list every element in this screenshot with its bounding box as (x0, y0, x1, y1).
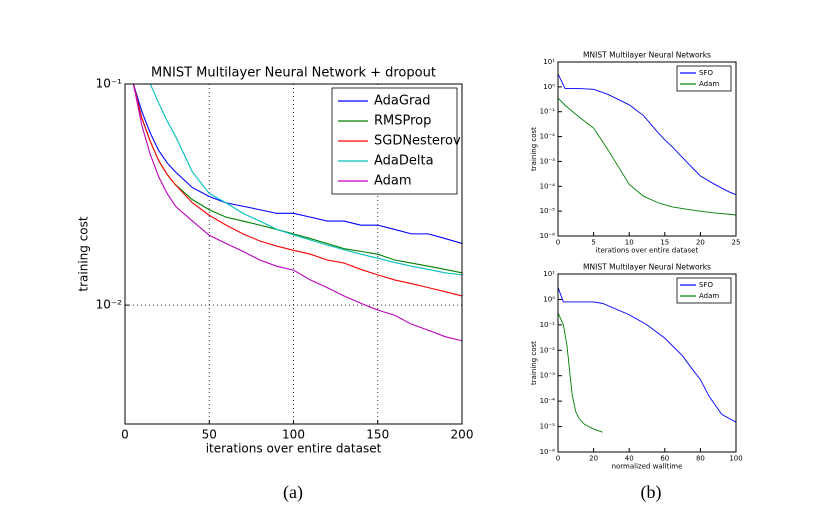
y-tick-label: 10⁻² (540, 346, 556, 354)
x-tick-label: 40 (625, 454, 634, 462)
x-tick-label: 80 (696, 454, 705, 462)
y-tick-label: 10⁻² (540, 133, 556, 141)
x-tick-label: 100 (282, 427, 305, 441)
x-tick-label: 0 (121, 427, 129, 441)
x-tick-label: 20 (589, 454, 598, 462)
y-tick-label: 10⁻¹ (540, 108, 556, 116)
y-tick-label: 10⁻⁵ (540, 423, 556, 431)
y-tick-label: 10⁻¹ (96, 77, 123, 91)
plot-frame (557, 61, 737, 237)
x-tick-label: 20 (696, 238, 705, 246)
y-tick-label: 10⁻⁴ (540, 397, 556, 405)
x-tick-label: 0 (556, 454, 560, 462)
plot-frame (557, 273, 737, 453)
y-tick-label: 10¹ (543, 58, 555, 66)
y-axis-label: training cost (77, 216, 91, 291)
y-tick-label: 10⁻⁶ (540, 448, 556, 456)
series-line (558, 312, 603, 433)
y-tick-label: 10⁻¹ (540, 321, 556, 329)
series-line (132, 84, 462, 342)
legend-box (676, 277, 732, 304)
caption: (b) (641, 482, 662, 503)
legend-label: SFO (699, 69, 713, 77)
y-tick-label: 10⁰ (543, 83, 555, 91)
y-tick-label: 10⁰ (543, 295, 555, 303)
x-tick-label: 200 (451, 427, 474, 441)
y-tick-label: 10⁻² (96, 298, 123, 312)
legend-box (676, 65, 732, 92)
x-axis-label: iterations over entire dataset (206, 442, 382, 456)
y-tick-label: 10¹ (543, 270, 555, 278)
x-tick-label: 5 (591, 238, 595, 246)
series-line (558, 73, 736, 196)
legend-label: AdaDelta (374, 154, 434, 169)
legend-label: SGDNesterov (374, 134, 461, 149)
x-tick-label: 10 (625, 238, 634, 246)
plot-area (558, 274, 736, 452)
y-tick-label: 10⁻³ (540, 157, 556, 165)
y-tick-label: 10⁻⁴ (540, 182, 556, 190)
x-axis-label: iterations over entire dataset (596, 247, 699, 255)
y-tick-label: 10⁻³ (540, 372, 556, 380)
legend-label: RMSProp (374, 114, 431, 129)
y-axis-label: training cost (530, 127, 538, 171)
series-line (149, 84, 462, 276)
series-line (558, 97, 736, 216)
x-tick-label: 60 (660, 454, 669, 462)
x-tick-label: 50 (202, 427, 217, 441)
x-tick-label: 0 (556, 238, 560, 246)
legend-label: Adam (374, 174, 412, 189)
x-axis-label: normalized walltime (612, 463, 683, 471)
x-tick-label: 100 (729, 454, 742, 462)
series-line (132, 84, 462, 297)
x-tick-label: 150 (366, 427, 389, 441)
plot-frame (124, 83, 463, 425)
caption: (a) (283, 482, 303, 503)
y-axis-label: training cost (530, 341, 538, 385)
legend-label: SFO (699, 281, 713, 289)
y-tick-label: 10⁻⁵ (540, 207, 556, 215)
chart-title: MNIST Multilayer Neural Networks (583, 51, 711, 60)
series-line (132, 84, 462, 245)
x-tick-label: 15 (660, 238, 669, 246)
y-tick-label: 10⁻⁶ (540, 232, 556, 240)
chart-title: MNIST Multilayer Neural Network + dropou… (151, 65, 436, 80)
legend-label: AdaGrad (374, 94, 431, 109)
series-line (558, 287, 736, 423)
legend-label: Adam (699, 80, 719, 88)
chart-title: MNIST Multilayer Neural Networks (583, 263, 711, 272)
legend-label: Adam (699, 292, 719, 300)
x-tick-label: 25 (732, 238, 741, 246)
